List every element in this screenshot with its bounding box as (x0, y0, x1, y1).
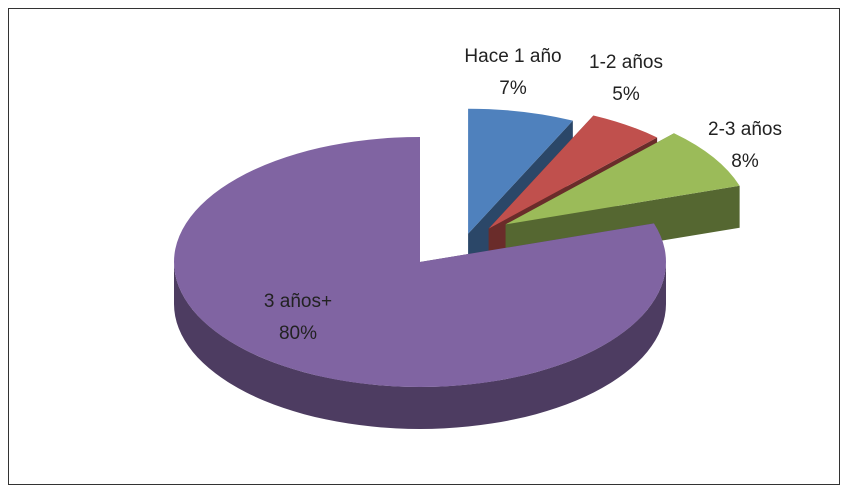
slice (468, 108, 573, 234)
slice-tops (174, 108, 740, 387)
slice-value-label: 7% (499, 78, 527, 99)
slice-label: Hace 1 año (464, 46, 561, 67)
slice-side (174, 262, 666, 429)
slice-label: 2-3 años (708, 119, 782, 140)
slice-value-label: 8% (731, 151, 759, 172)
slice (505, 133, 740, 225)
slice-label: 1-2 años (589, 52, 663, 73)
slice-label: 3 años+ (264, 291, 332, 312)
slice-value-label: 5% (612, 84, 640, 105)
slice (174, 137, 666, 387)
slice-value-label: 80% (279, 323, 317, 344)
slice (488, 115, 658, 229)
